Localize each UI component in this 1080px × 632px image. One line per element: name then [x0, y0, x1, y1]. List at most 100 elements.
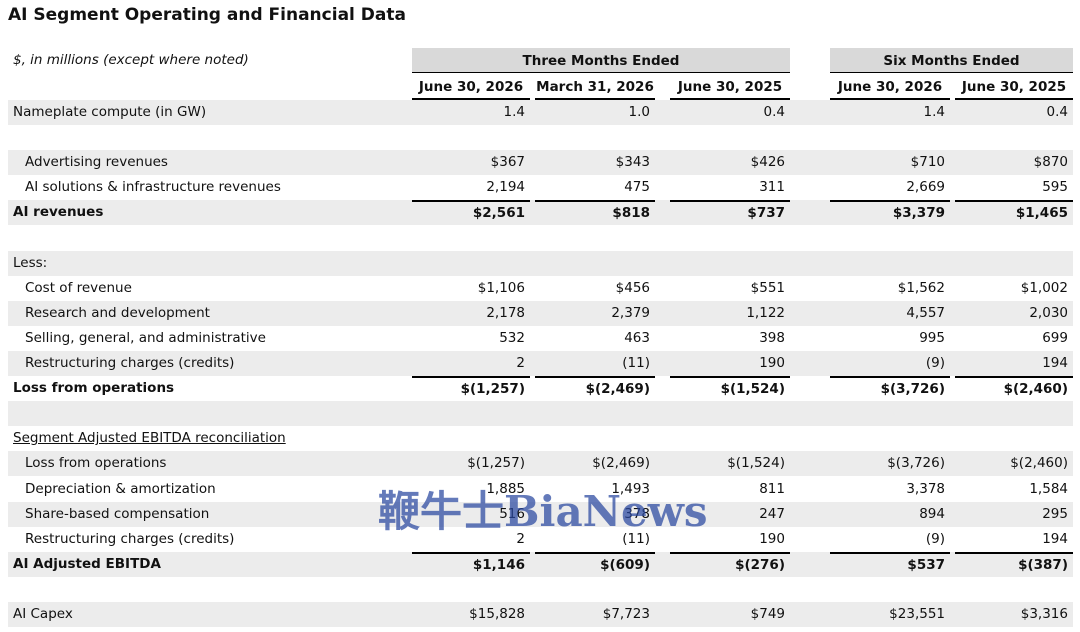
row-background	[8, 150, 1073, 176]
value-cell: $(2,469)	[592, 455, 650, 472]
value-cell: 1.0	[628, 104, 650, 120]
value-cell: $456	[615, 279, 650, 296]
value-cell: 194	[1042, 530, 1068, 547]
value-cell: $426	[750, 154, 785, 171]
row-label: Nameplate compute (in GW)	[13, 104, 207, 120]
value-cell: (9)	[925, 355, 945, 371]
row-label: AI solutions & infrastructure revenues	[25, 179, 281, 196]
group-header: Three Months Ended	[412, 48, 790, 73]
value-cell: 811	[759, 480, 785, 497]
row-label: Advertising revenues	[25, 154, 168, 171]
row-background	[8, 300, 1073, 326]
value-cell: $(1,257)	[412, 376, 530, 401]
column-header: June 30, 2026	[830, 75, 950, 100]
value-cell: 699	[1042, 329, 1068, 346]
value-cell: 2	[516, 355, 525, 371]
value-cell: $(2,460)	[1010, 455, 1068, 472]
value-cell: $(276)	[670, 551, 790, 577]
value-cell: $1,562	[897, 279, 945, 296]
value-cell: 311	[759, 179, 785, 196]
value-cell: 1,885	[486, 480, 525, 497]
row-label: Share-based compensation	[25, 505, 210, 522]
value-cell: $(1,524)	[727, 455, 785, 472]
value-cell: 398	[759, 329, 785, 346]
row-label: AI revenues	[13, 204, 104, 221]
row-label: Depreciation & amortization	[25, 480, 216, 497]
row-background	[8, 551, 1073, 577]
value-cell: $2,561	[412, 200, 530, 225]
value-cell: 2,178	[486, 304, 525, 321]
row-background	[8, 526, 1073, 552]
value-cell: 0.4	[763, 104, 785, 120]
value-cell: 1.4	[503, 104, 525, 120]
value-cell: $(2,469)	[535, 376, 655, 401]
value-cell: $818	[535, 200, 655, 225]
row-label: Restructuring charges (credits)	[25, 355, 235, 371]
row-background	[8, 451, 1073, 477]
row-background	[8, 501, 1073, 527]
value-cell: $(3,726)	[830, 376, 950, 401]
value-cell: $1,106	[477, 279, 525, 296]
row-background	[8, 376, 1073, 402]
spacer-row	[8, 401, 1073, 427]
value-cell: 532	[499, 329, 525, 346]
row-label: AI Adjusted EBITDA	[13, 555, 161, 572]
group-header: Six Months Ended	[830, 48, 1073, 73]
value-cell: 2	[516, 530, 525, 547]
value-cell: $3,379	[830, 200, 950, 225]
value-cell: $343	[615, 154, 650, 171]
value-cell: 1,584	[1029, 480, 1068, 497]
value-cell: 194	[1042, 355, 1068, 371]
value-cell: 3,378	[906, 480, 945, 497]
row-background	[8, 351, 1073, 377]
watermark: 鞭牛士BiaNews	[378, 487, 708, 536]
value-cell: $3,316	[1020, 606, 1068, 622]
value-cell: $870	[1033, 154, 1068, 171]
column-header: June 30, 2025	[955, 75, 1073, 100]
value-cell: 463	[624, 329, 650, 346]
value-cell: 295	[1042, 505, 1068, 522]
value-cell: 0.4	[1046, 104, 1068, 120]
value-cell: 1,493	[611, 480, 650, 497]
value-cell: $(387)	[955, 551, 1073, 577]
column-header: June 30, 2025	[670, 75, 790, 100]
row-background	[8, 100, 1073, 126]
value-cell: 595	[1042, 179, 1068, 196]
value-cell: 995	[919, 329, 945, 346]
row-label: Less:	[13, 254, 48, 271]
value-cell: 4,557	[906, 304, 945, 321]
row-label: Research and development	[25, 304, 210, 321]
row-background	[8, 602, 1073, 628]
value-cell: $551	[750, 279, 785, 296]
value-cell: $710	[910, 154, 945, 171]
table-title: AI Segment Operating and Financial Data	[8, 5, 406, 25]
row-background	[8, 426, 1073, 452]
spacer-row	[8, 576, 1073, 602]
row-label: Cost of revenue	[25, 279, 132, 296]
spacer-row	[8, 225, 1073, 251]
value-cell: $(2,460)	[955, 376, 1073, 401]
value-cell: 2,030	[1029, 304, 1068, 321]
value-cell: $367	[490, 154, 525, 171]
value-cell: $(1,257)	[467, 455, 525, 472]
row-label: Restructuring charges (credits)	[25, 530, 235, 547]
column-header: June 30, 2026	[412, 75, 530, 100]
value-cell: 894	[919, 505, 945, 522]
value-cell: $537	[830, 551, 950, 577]
spacer-row	[8, 125, 1073, 151]
row-background	[8, 325, 1073, 351]
value-cell: $1,002	[1020, 279, 1068, 296]
value-cell: $(1,524)	[670, 376, 790, 401]
row-label: Selling, general, and administrative	[25, 329, 266, 346]
value-cell: $7,723	[602, 606, 650, 622]
value-cell: 2,379	[611, 304, 650, 321]
row-background	[8, 200, 1073, 226]
value-cell: $(609)	[535, 551, 655, 577]
value-cell: $749	[750, 606, 785, 622]
value-cell: 247	[759, 505, 785, 522]
value-cell: (11)	[622, 530, 650, 547]
value-cell: 190	[759, 530, 785, 547]
value-cell: $(3,726)	[887, 455, 945, 472]
value-cell: (11)	[622, 355, 650, 371]
